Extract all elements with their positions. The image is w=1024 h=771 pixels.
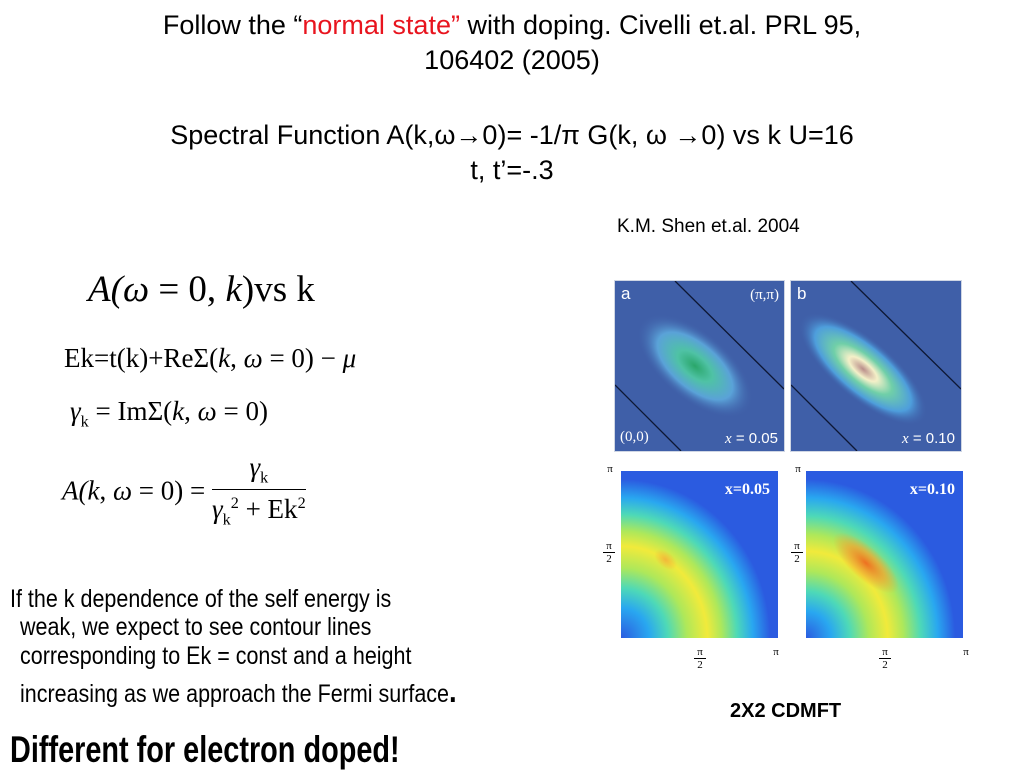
eq4-den-sub: k: [222, 510, 231, 529]
cdmft-contour-right: [806, 471, 963, 638]
cdmft-plot-right: x=0.10: [806, 471, 963, 638]
eq4-a: A(: [62, 475, 88, 506]
eq1-eq0: = 0,: [149, 269, 226, 310]
tick-right-y-half-num: π: [791, 540, 803, 553]
cdmft-caption: 2X2 CDMFT: [730, 700, 842, 722]
panel-b-x: x: [902, 431, 909, 447]
footer-headline: Different for electron doped!: [10, 729, 400, 770]
eq4-den-plus: + Ek: [238, 494, 298, 525]
panel-b-x-value: = 0.10: [908, 430, 955, 447]
eq2-rest: = 0) −: [262, 343, 343, 373]
eq3-k: k: [172, 396, 185, 426]
slide-title: Follow the “normal state” with doping. C…: [0, 8, 1024, 78]
eq4-rest: = 0) =: [132, 475, 212, 506]
eq4-omega: ω: [112, 475, 133, 506]
arpes-map-a: [615, 281, 784, 451]
eq2-omega: ω: [243, 343, 263, 373]
cdmft-plot-left: x=0.05: [621, 471, 778, 638]
eq1-omega: ω: [122, 269, 150, 310]
title-citation: 106402 (2005): [424, 45, 600, 75]
reference-citation: K.M. Shen et.al. 2004: [617, 216, 800, 237]
eq1-rest: )vs k: [241, 269, 315, 310]
equation-a-omega-k: A(ω = 0, k)vs k: [88, 268, 315, 311]
tick-left-x-half-den: 2: [697, 659, 703, 671]
eq4-num-sub: k: [260, 468, 269, 487]
eq3-rest: = 0): [216, 396, 268, 426]
tick-left-x-pi: π: [773, 646, 779, 658]
eq4-denominator: γk2 + Ek2: [212, 490, 306, 529]
panel-a-letter: a: [621, 284, 631, 303]
eq2-mu: μ: [342, 343, 357, 373]
panel-a-x: x: [725, 431, 732, 447]
tick-left-y-half-den: 2: [606, 553, 612, 565]
eq4-num-gamma: γ: [249, 452, 261, 482]
eq4-comma: ,: [99, 475, 113, 506]
eq4-den-gamma: γ: [212, 494, 223, 525]
tick-right-x-half-den: 2: [882, 659, 888, 671]
eq1-k: k: [225, 269, 242, 310]
tick-left-x-half-num: π: [694, 646, 706, 659]
equation-gamma: γk = ImΣ(k, ω = 0): [70, 396, 268, 431]
cdmft-right-label: x=0.10: [909, 481, 955, 498]
eq3-gamma: γ: [70, 396, 81, 426]
eq4-numerator: γk: [212, 452, 306, 491]
body-line-4-period: .: [449, 673, 457, 709]
body-line-1: If the k dependence of the self energy i…: [10, 585, 392, 613]
eq2-comma: ,: [230, 343, 244, 373]
eq1-a: A(: [88, 269, 123, 310]
eq4-den-sup2: 2: [297, 494, 306, 513]
eq3-mid: = ImΣ(: [88, 396, 173, 426]
title-prefix: Follow the “: [162, 10, 303, 40]
eq2-k: k: [218, 343, 231, 373]
arpes-map-b: [791, 281, 961, 451]
title-suffix: with doping. Civelli et.al. PRL 95,: [459, 10, 862, 40]
equation-spectral-function: A(k, ω = 0) = γk γk2 + Ek2: [62, 452, 306, 530]
arpes-panel-a: a (π,π) (0,0) x = 0.05: [614, 280, 785, 452]
panel-a-corner-bottom: (0,0): [620, 429, 649, 445]
eq3-sub: k: [80, 412, 89, 431]
panel-a-corner-top: (π,π): [750, 287, 779, 303]
tick-right-x-pi: π: [963, 646, 969, 658]
arpes-panel-b: b x = 0.10: [790, 280, 962, 452]
eq3-omega: ω: [197, 396, 217, 426]
eq4-fraction: γk γk2 + Ek2: [212, 452, 306, 530]
tick-left-y-pi: π: [607, 463, 613, 475]
cdmft-left-label: x=0.05: [724, 481, 770, 498]
tick-right-y-half-den: 2: [794, 553, 800, 565]
subtitle-line1: Spectral Function A(k,ω→0)= -1/π G(k, ω …: [170, 120, 854, 150]
slide-subtitle: Spectral Function A(k,ω→0)= -1/π G(k, ω …: [0, 118, 1024, 188]
panel-b-doping: x = 0.10: [902, 430, 955, 448]
eq4-k: k: [87, 475, 100, 506]
body-line-3: corresponding to Ek = const and a height: [20, 642, 412, 670]
tick-left-y-half-num: π: [603, 540, 615, 553]
tick-right-x-half-num: π: [879, 646, 891, 659]
equation-ek: Ek=t(k)+ReΣ(k, ω = 0) − μ: [64, 343, 356, 374]
eq3-comma: ,: [184, 396, 198, 426]
title-highlight: normal state”: [302, 10, 460, 40]
panel-a-x-value: = 0.05: [731, 430, 778, 447]
tick-right-y-pi: π: [795, 463, 801, 475]
body-line-4-text: increasing as we approach the Fermi surf…: [20, 680, 450, 708]
body-line-2: weak, we expect to see contour lines: [20, 613, 372, 641]
panel-a-doping: x = 0.05: [725, 430, 778, 448]
eq2-left: Ek=t(k)+ReΣ(: [64, 343, 219, 373]
cdmft-contour-left: [621, 471, 778, 638]
panel-b-letter: b: [797, 284, 807, 303]
eq4-den-sup: 2: [230, 494, 239, 513]
body-line-4: increasing as we approach the Fermi surf…: [20, 675, 457, 709]
subtitle-line2: t, t’=-.3: [470, 155, 554, 185]
